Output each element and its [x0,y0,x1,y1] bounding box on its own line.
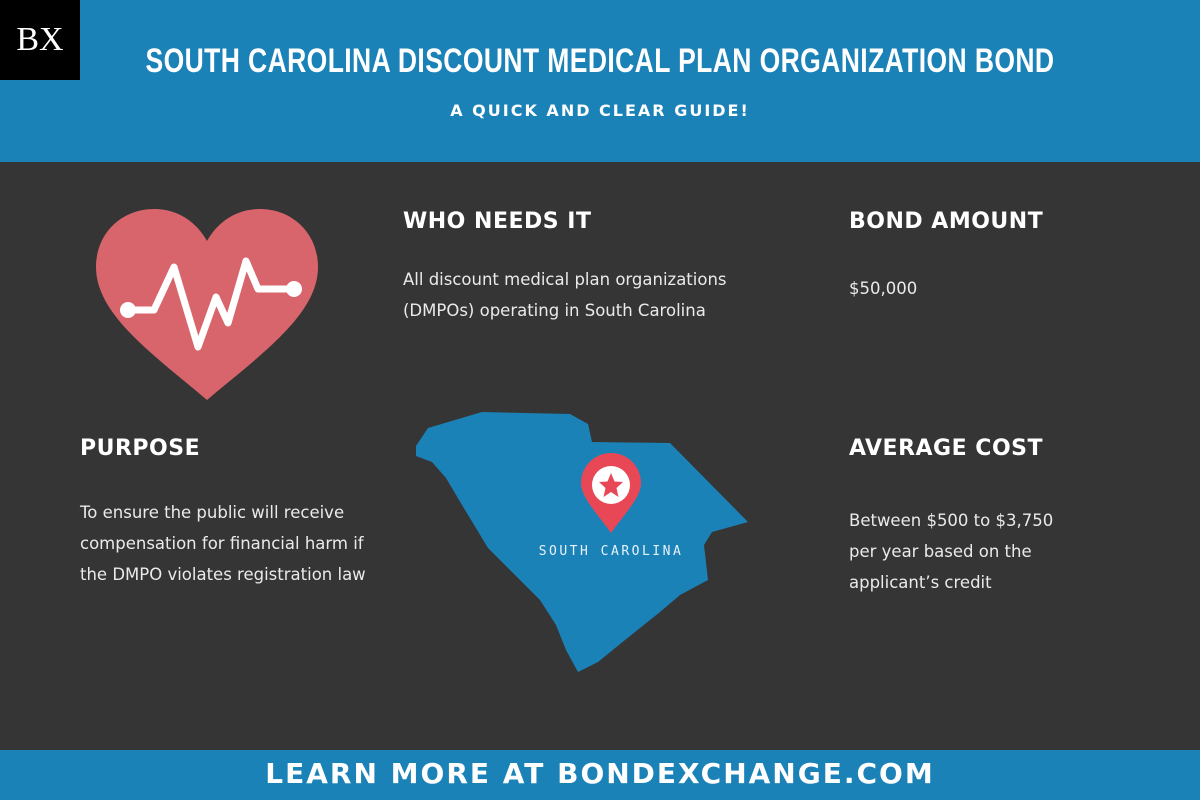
bond-amount-heading: BOND AMOUNT [849,209,1044,234]
map-pin-star-icon [581,453,641,533]
average-cost-heading: AVERAGE COST [849,436,1043,461]
purpose-text: To ensure the public will receive compen… [80,497,366,590]
text-line: (DMPOs) operating in South Carolina [403,301,706,320]
map-label: SOUTH CAROLINA [539,544,684,559]
bond-amount-value: $50,000 [849,279,918,298]
text-line: To ensure the public will receive [80,503,345,522]
text-line: Between $500 to $3,750 [849,511,1054,530]
footer-link[interactable]: LEARN MORE AT BONDEXCHANGE.COM [0,750,1200,800]
text-line: All discount medical plan organizations [403,270,727,289]
bx-logo[interactable]: BX [0,0,80,80]
text-line: per year based on the [849,542,1032,561]
purpose-heading: PURPOSE [80,436,201,461]
who-needs-it-heading: WHO NEEDS IT [403,209,592,234]
who-needs-it-text: All discount medical plan organizations … [403,264,727,326]
page-subtitle: A QUICK AND CLEAR GUIDE! [450,101,750,120]
average-cost-text: Between $500 to $3,750 per year based on… [849,505,1053,598]
state-outline [416,412,748,672]
heart-pulse-icon [96,209,318,400]
text-line: the DMPO violates registration law [80,565,366,584]
text-line: applicant’s credit [849,573,992,592]
text-line: compensation for financial harm if [80,534,364,553]
header-banner: BX SOUTH CAROLINA DISCOUNT MEDICAL PLAN … [0,0,1200,162]
page-title: SOUTH CAROLINA DISCOUNT MEDICAL PLAN ORG… [145,42,1055,80]
